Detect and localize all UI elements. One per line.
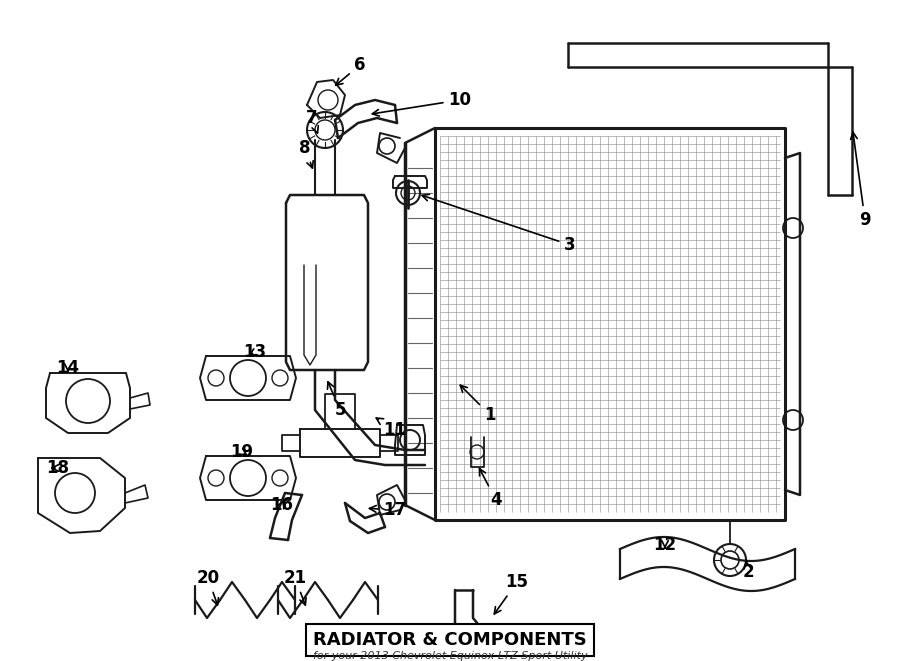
Text: 5: 5 — [328, 382, 346, 419]
Text: 9: 9 — [850, 132, 871, 229]
Text: 12: 12 — [653, 536, 677, 554]
Text: 7: 7 — [306, 109, 319, 134]
Text: 11: 11 — [376, 418, 407, 439]
Text: 1: 1 — [460, 385, 496, 424]
Text: 20: 20 — [196, 569, 220, 605]
Text: 15: 15 — [494, 573, 528, 614]
Text: 13: 13 — [243, 343, 266, 361]
Text: 17: 17 — [369, 501, 407, 519]
Text: 4: 4 — [480, 469, 502, 509]
Text: 6: 6 — [336, 56, 365, 85]
Text: 18: 18 — [47, 459, 69, 477]
Text: 19: 19 — [230, 443, 254, 461]
Text: RADIATOR & COMPONENTS: RADIATOR & COMPONENTS — [313, 631, 587, 649]
Text: 8: 8 — [299, 139, 313, 168]
Text: 16: 16 — [271, 496, 293, 514]
Text: for your 2013 Chevrolet Equinox LTZ Sport Utility: for your 2013 Chevrolet Equinox LTZ Spor… — [312, 651, 588, 661]
Text: 3: 3 — [422, 194, 576, 254]
Text: 10: 10 — [373, 91, 472, 116]
Text: 21: 21 — [284, 569, 307, 605]
Text: 2: 2 — [742, 561, 754, 581]
Text: 14: 14 — [57, 359, 79, 377]
